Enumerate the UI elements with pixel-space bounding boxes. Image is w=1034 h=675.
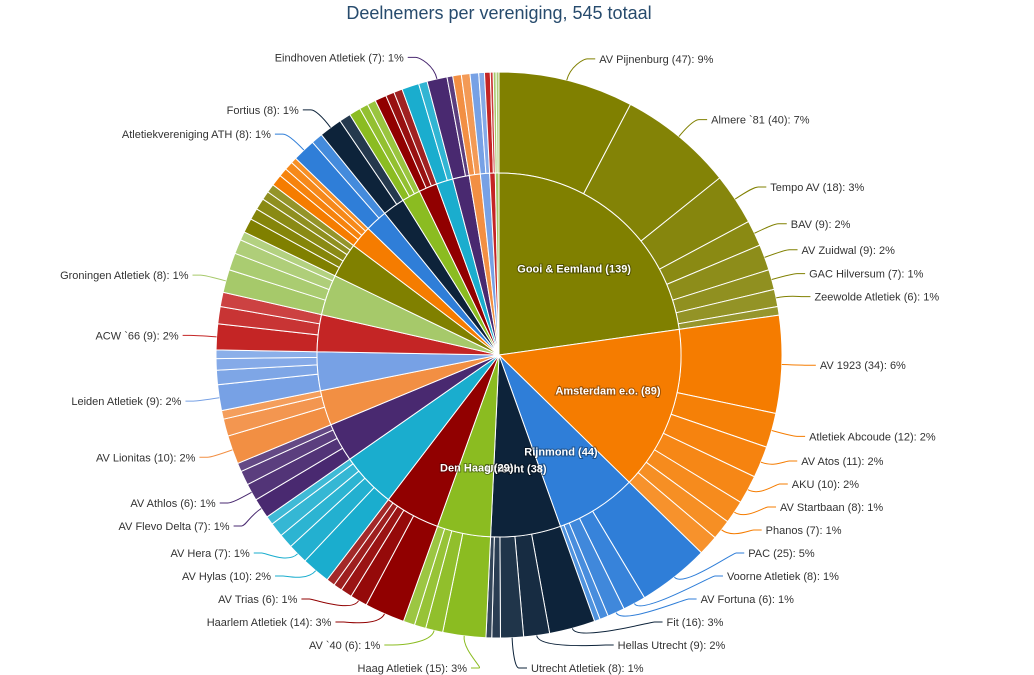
label-connector: [185, 397, 220, 402]
outer-ring: [215, 71, 783, 639]
label-connector: [771, 273, 806, 281]
inner-ring: [316, 172, 682, 538]
label-connector: [734, 506, 777, 516]
slice-label: AV 1923 (34): 6%: [820, 360, 906, 372]
slice-label: AV Hera (7): 1%: [170, 548, 249, 560]
label-connector: [275, 570, 317, 578]
label-connector: [182, 334, 217, 338]
slice-label: AV Zuidwal (9): 2%: [802, 245, 896, 257]
slice-label: AV Startbaan (8): 1%: [780, 502, 883, 514]
label-connector: [615, 598, 697, 617]
slice-label: AV Hylas (10): 2%: [182, 571, 271, 583]
slice-label: Phanos (7): 1%: [766, 525, 842, 537]
slice-label: Atletiekvereniging ATH (8): 1%: [122, 129, 271, 141]
inner-slice-label: Gooi & Eemland (139): [517, 263, 631, 275]
label-connector: [463, 635, 480, 669]
inner-slice-label: Utrecht (38): [485, 463, 546, 475]
label-connector: [536, 635, 614, 647]
label-connector: [760, 460, 798, 465]
slice-label: Fit (16): 3%: [667, 617, 724, 629]
outer-labels: AV Pijnenburg (47): 9% Almere `81 (40): 7…: [60, 52, 939, 675]
label-connector: [511, 637, 527, 669]
slice-label: AV Pijnenburg (47): 9%: [599, 54, 713, 66]
label-connector: [302, 109, 331, 128]
slice-label: Leiden Atletiek (9): 2%: [71, 396, 181, 408]
label-connector: [566, 58, 596, 81]
label-connector: [747, 483, 788, 493]
slice-label: Eindhoven Atletiek (7): 1%: [275, 52, 404, 64]
outer-slice[interactable]: [495, 71, 500, 174]
slice-label: BAV (9): 2%: [791, 219, 851, 231]
label-connectors: [182, 56, 816, 669]
label-connector: [781, 363, 816, 366]
label-connector: [233, 508, 262, 527]
label-connector: [571, 621, 663, 634]
label-connector: [335, 613, 385, 624]
slice-label: Zeewolde Atletiek (6): 1%: [814, 292, 939, 304]
label-connector: [407, 56, 438, 80]
slice-label: AV Lionitas (10): 2%: [96, 452, 196, 464]
slice-label: PAC (25): 5%: [748, 548, 815, 560]
label-connector: [253, 552, 298, 559]
label-connector: [192, 274, 226, 282]
slice-label: Almere `81 (40): 7%: [711, 115, 810, 127]
slice-label: Atletiek Abcoude (12): 2%: [809, 431, 936, 443]
slice-label: AKU (10): 2%: [792, 479, 859, 491]
label-connector: [219, 491, 252, 504]
slice-label: AV Athlos (6): 1%: [130, 498, 216, 510]
label-connector: [274, 133, 305, 151]
inner-labels: Gooi & Eemland (139) Amsterdam e.o. (89) R…: [439, 262, 662, 476]
label-connector: [771, 429, 806, 437]
slice-label: AV Atos (11): 2%: [801, 456, 883, 468]
slice-label: GAC Hilversum (7): 1%: [809, 269, 924, 281]
chart-title: Deelnemers per vereniging, 545 totaal: [346, 3, 651, 23]
label-connector: [633, 575, 723, 607]
slice-label: Tempo AV (18): 3%: [770, 182, 864, 194]
label-connector: [734, 186, 767, 200]
slice-label: AV Fortuna (6): 1%: [701, 594, 795, 606]
inner-slice[interactable]: [494, 172, 500, 356]
slice-label: Hellas Utrecht (9): 2%: [618, 640, 726, 652]
slice-label: AV `40 (6): 1%: [309, 640, 381, 652]
slice-label: ACW `66 (9): 2%: [95, 330, 178, 342]
inner-slice[interactable]: [498, 172, 680, 356]
label-connector: [754, 223, 787, 234]
slice-label: AV Flevo Delta (7): 1%: [119, 521, 230, 533]
slice-label: Haarlem Atletiek (14): 3%: [207, 617, 332, 629]
label-connector: [776, 295, 811, 299]
slice-label: Groningen Atletiek (8): 1%: [60, 270, 189, 282]
inner-slice-label: Rijnmond (44): [524, 446, 598, 458]
inner-slice-label: Amsterdam e.o. (89): [555, 386, 660, 398]
label-connector: [721, 529, 762, 535]
label-connector: [764, 249, 798, 258]
slice-label: Fortius (8): 1%: [227, 105, 299, 117]
label-connector: [301, 598, 359, 607]
slice-label: Voorne Atletiek (8): 1%: [727, 571, 839, 583]
label-connector: [678, 119, 708, 137]
inner-slice-label: Den Haag (29): [440, 462, 514, 474]
label-connector: [673, 552, 745, 580]
slice-label: Utrecht Atletiek (8): 1%: [531, 663, 644, 675]
label-connector: [199, 449, 233, 458]
slice-label: AV Trias (6): 1%: [218, 594, 297, 606]
inner-slice[interactable]: [497, 328, 682, 483]
slice-label: Haag Atletiek (15): 3%: [358, 663, 468, 675]
label-connector: [384, 630, 435, 646]
